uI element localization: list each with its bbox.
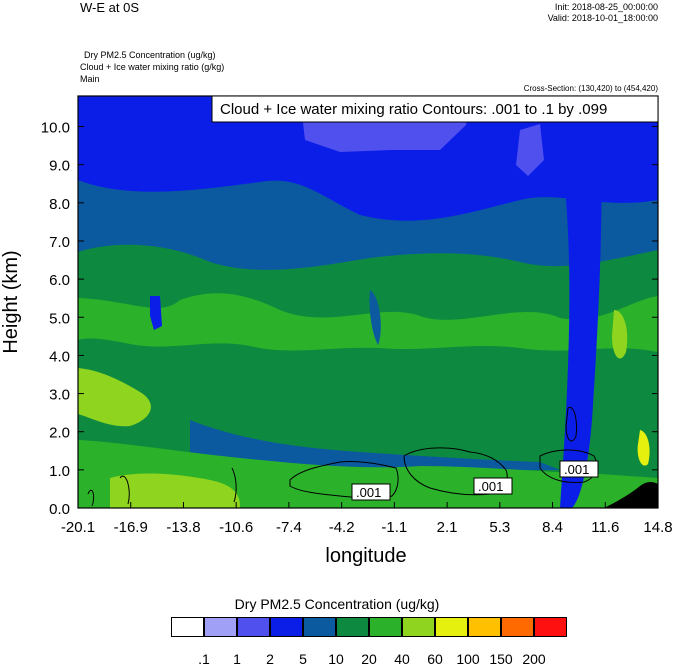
y-tick-label: 3.0 (49, 387, 70, 404)
x-tick-label: 8.4 (542, 519, 563, 536)
y-tick-label: 5.0 (49, 310, 70, 327)
valid-time: Valid: 2018-10-01_18:00:00 (547, 13, 658, 23)
field-band-10-low (190, 420, 560, 470)
y-tick-label: 4.0 (49, 348, 70, 365)
axes: -20.1 -16.9 -13.8 -10.6 -7.4 -4.2 -1.1 2.1 5.3 8.… (41, 120, 673, 536)
colorbar-level-label: .1 (198, 651, 210, 667)
cross-section-plot: Cloud + Ice water mixing ratio Contours:… (0, 95, 673, 567)
field-column-right (560, 96, 602, 508)
plot-title: W-E at 0S (80, 0, 140, 15)
colorbar-level-label: 40 (394, 651, 410, 667)
contour-value-label-2: .001 (478, 479, 503, 494)
colorbar-level-label: 1 (233, 651, 241, 667)
x-tick-label: -13.8 (166, 519, 200, 536)
field-description-domain: Main (80, 74, 100, 84)
colorbar-swatch (402, 617, 435, 637)
contour-legend-text: Cloud + Ice water mixing ratio Contours:… (220, 101, 607, 118)
y-tick-label: 8.0 (49, 196, 70, 213)
colorbar-level-label: 10 (328, 651, 344, 667)
x-tick-label: -4.2 (329, 519, 355, 536)
contour-value-box-2 (473, 477, 513, 495)
colorbar-swatch (369, 617, 402, 637)
x-tick-label: 5.3 (489, 519, 510, 536)
contour-legend-box (211, 95, 659, 123)
field-patch-60-right (612, 310, 628, 359)
y-tick-label: 6.0 (49, 272, 70, 289)
contour-value-label-1: .001 (356, 485, 381, 500)
colorbar-level-label: 200 (522, 651, 546, 667)
colorbar-swatch (468, 617, 501, 637)
colorbar-level-label: 60 (427, 651, 443, 667)
field-patch-2-right (516, 124, 544, 176)
y-tick-label: 2.0 (49, 425, 70, 442)
x-tick-label: -7.4 (276, 519, 302, 536)
contour-7 (231, 467, 237, 503)
colorbar-swatch (336, 617, 369, 637)
contour-5 (87, 489, 95, 507)
init-time: Init: 2018-08-25_00:00:00 (554, 2, 658, 12)
contour-6 (119, 475, 130, 505)
colorbar-level-label: 2 (266, 651, 274, 667)
contour-value-labels: .001 .001 .001 (351, 460, 599, 501)
contour-value-box-1 (351, 483, 391, 501)
field-band-40-upper (78, 293, 658, 352)
colorbar-level-label: 100 (456, 651, 480, 667)
field-band-20-mid (78, 358, 600, 440)
y-tick-label: 10.0 (41, 120, 70, 137)
y-tick-label: 0.0 (49, 501, 70, 518)
y-tick-label: 7.0 (49, 234, 70, 251)
x-tick-label: -16.9 (114, 519, 148, 536)
contour-4 (565, 406, 577, 442)
contour-1 (289, 461, 399, 499)
colorbar-swatch (435, 617, 468, 637)
field-description-pm25: Dry PM2.5 Concentration (ug/kg) (84, 50, 216, 60)
field-intrusion-left (150, 296, 162, 330)
field-description-cloud: Cloud + Ice water mixing ratio (g/kg) (80, 62, 225, 72)
terrain (604, 482, 658, 508)
y-axis-label: Height (km) (0, 250, 22, 353)
x-tick-label: -10.6 (219, 519, 253, 536)
contour-value-label-3: .001 (564, 462, 589, 477)
x-tick-label: -20.1 (61, 519, 95, 536)
x-tick-label: 14.8 (643, 519, 672, 536)
cross-section-info: Cross-Section: (130,420) to (454,420) (523, 84, 658, 93)
x-axis-label: longitude (325, 545, 406, 567)
x-tick-label: 2.1 (437, 519, 458, 536)
colorbar-swatch (204, 617, 237, 637)
field-intrusion-mid (369, 290, 381, 345)
concentration-field (78, 96, 658, 508)
y-tick-label: 1.0 (49, 463, 70, 480)
colorbar-level-label: 20 (361, 651, 377, 667)
contour-value-box-3 (559, 460, 599, 478)
colorbar-level-label: 5 (299, 651, 307, 667)
colorbar-title: Dry PM2.5 Concentration (ug/kg) (234, 596, 440, 612)
colorbar-level-label: 150 (489, 651, 513, 667)
x-tick-label: 11.6 (591, 519, 619, 536)
field-patch-60-surface (110, 473, 240, 508)
colorbar-swatch (270, 617, 303, 637)
y-tick-label: 9.0 (49, 158, 70, 175)
colorbar-swatch (171, 617, 204, 637)
x-tick-label: -1.1 (381, 519, 407, 536)
field-patch-60-left (78, 368, 151, 427)
colorbar-swatch (534, 617, 567, 637)
field-patch-100-right (637, 430, 650, 466)
colorbar-swatch (501, 617, 534, 637)
colorbar-swatch (237, 617, 270, 637)
colorbar-swatch (303, 617, 336, 637)
